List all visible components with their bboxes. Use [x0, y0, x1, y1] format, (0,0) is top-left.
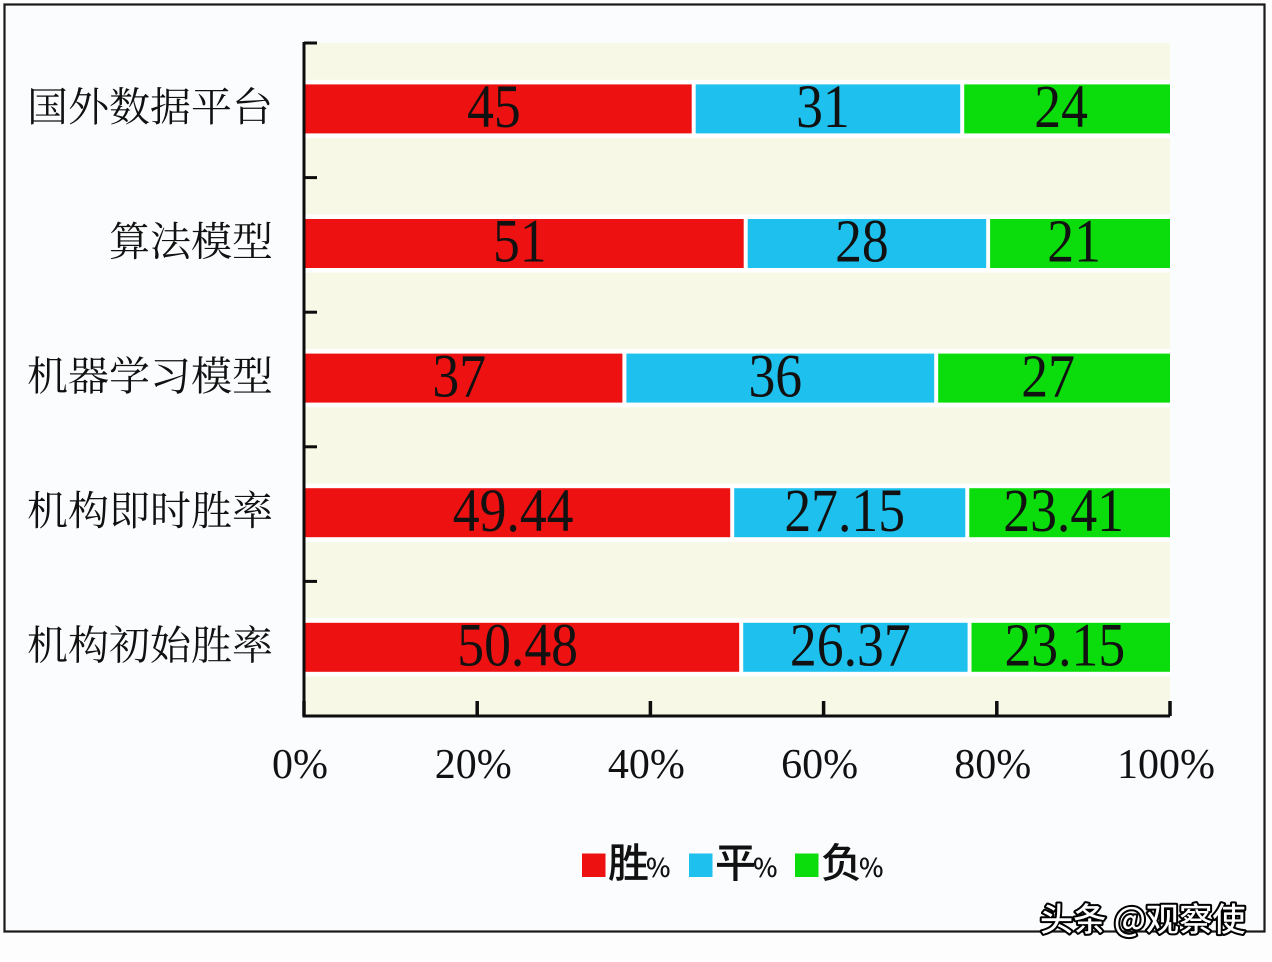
svg-text:21: 21: [1047, 209, 1101, 276]
svg-text:51: 51: [493, 209, 547, 276]
svg-text:26.37: 26.37: [790, 612, 911, 679]
svg-text:28: 28: [835, 209, 889, 276]
svg-text:23.41: 23.41: [1003, 478, 1124, 545]
svg-text:27.15: 27.15: [784, 478, 905, 545]
svg-text:50.48: 50.48: [457, 612, 578, 679]
svg-text:24: 24: [1034, 74, 1088, 141]
svg-text:40%: 40%: [608, 742, 685, 788]
svg-text:20%: 20%: [435, 742, 512, 788]
svg-text:36: 36: [748, 343, 802, 410]
svg-text:45: 45: [467, 74, 521, 141]
svg-text:31: 31: [796, 74, 850, 141]
svg-text:23.15: 23.15: [1004, 612, 1125, 679]
svg-text:60%: 60%: [781, 742, 858, 788]
svg-text:27: 27: [1021, 343, 1075, 410]
svg-text:0%: 0%: [272, 742, 328, 788]
svg-text:49.44: 49.44: [453, 478, 574, 545]
svg-text:80%: 80%: [954, 742, 1031, 788]
svg-text:100%: 100%: [1117, 742, 1215, 788]
svg-text:37: 37: [432, 343, 486, 410]
